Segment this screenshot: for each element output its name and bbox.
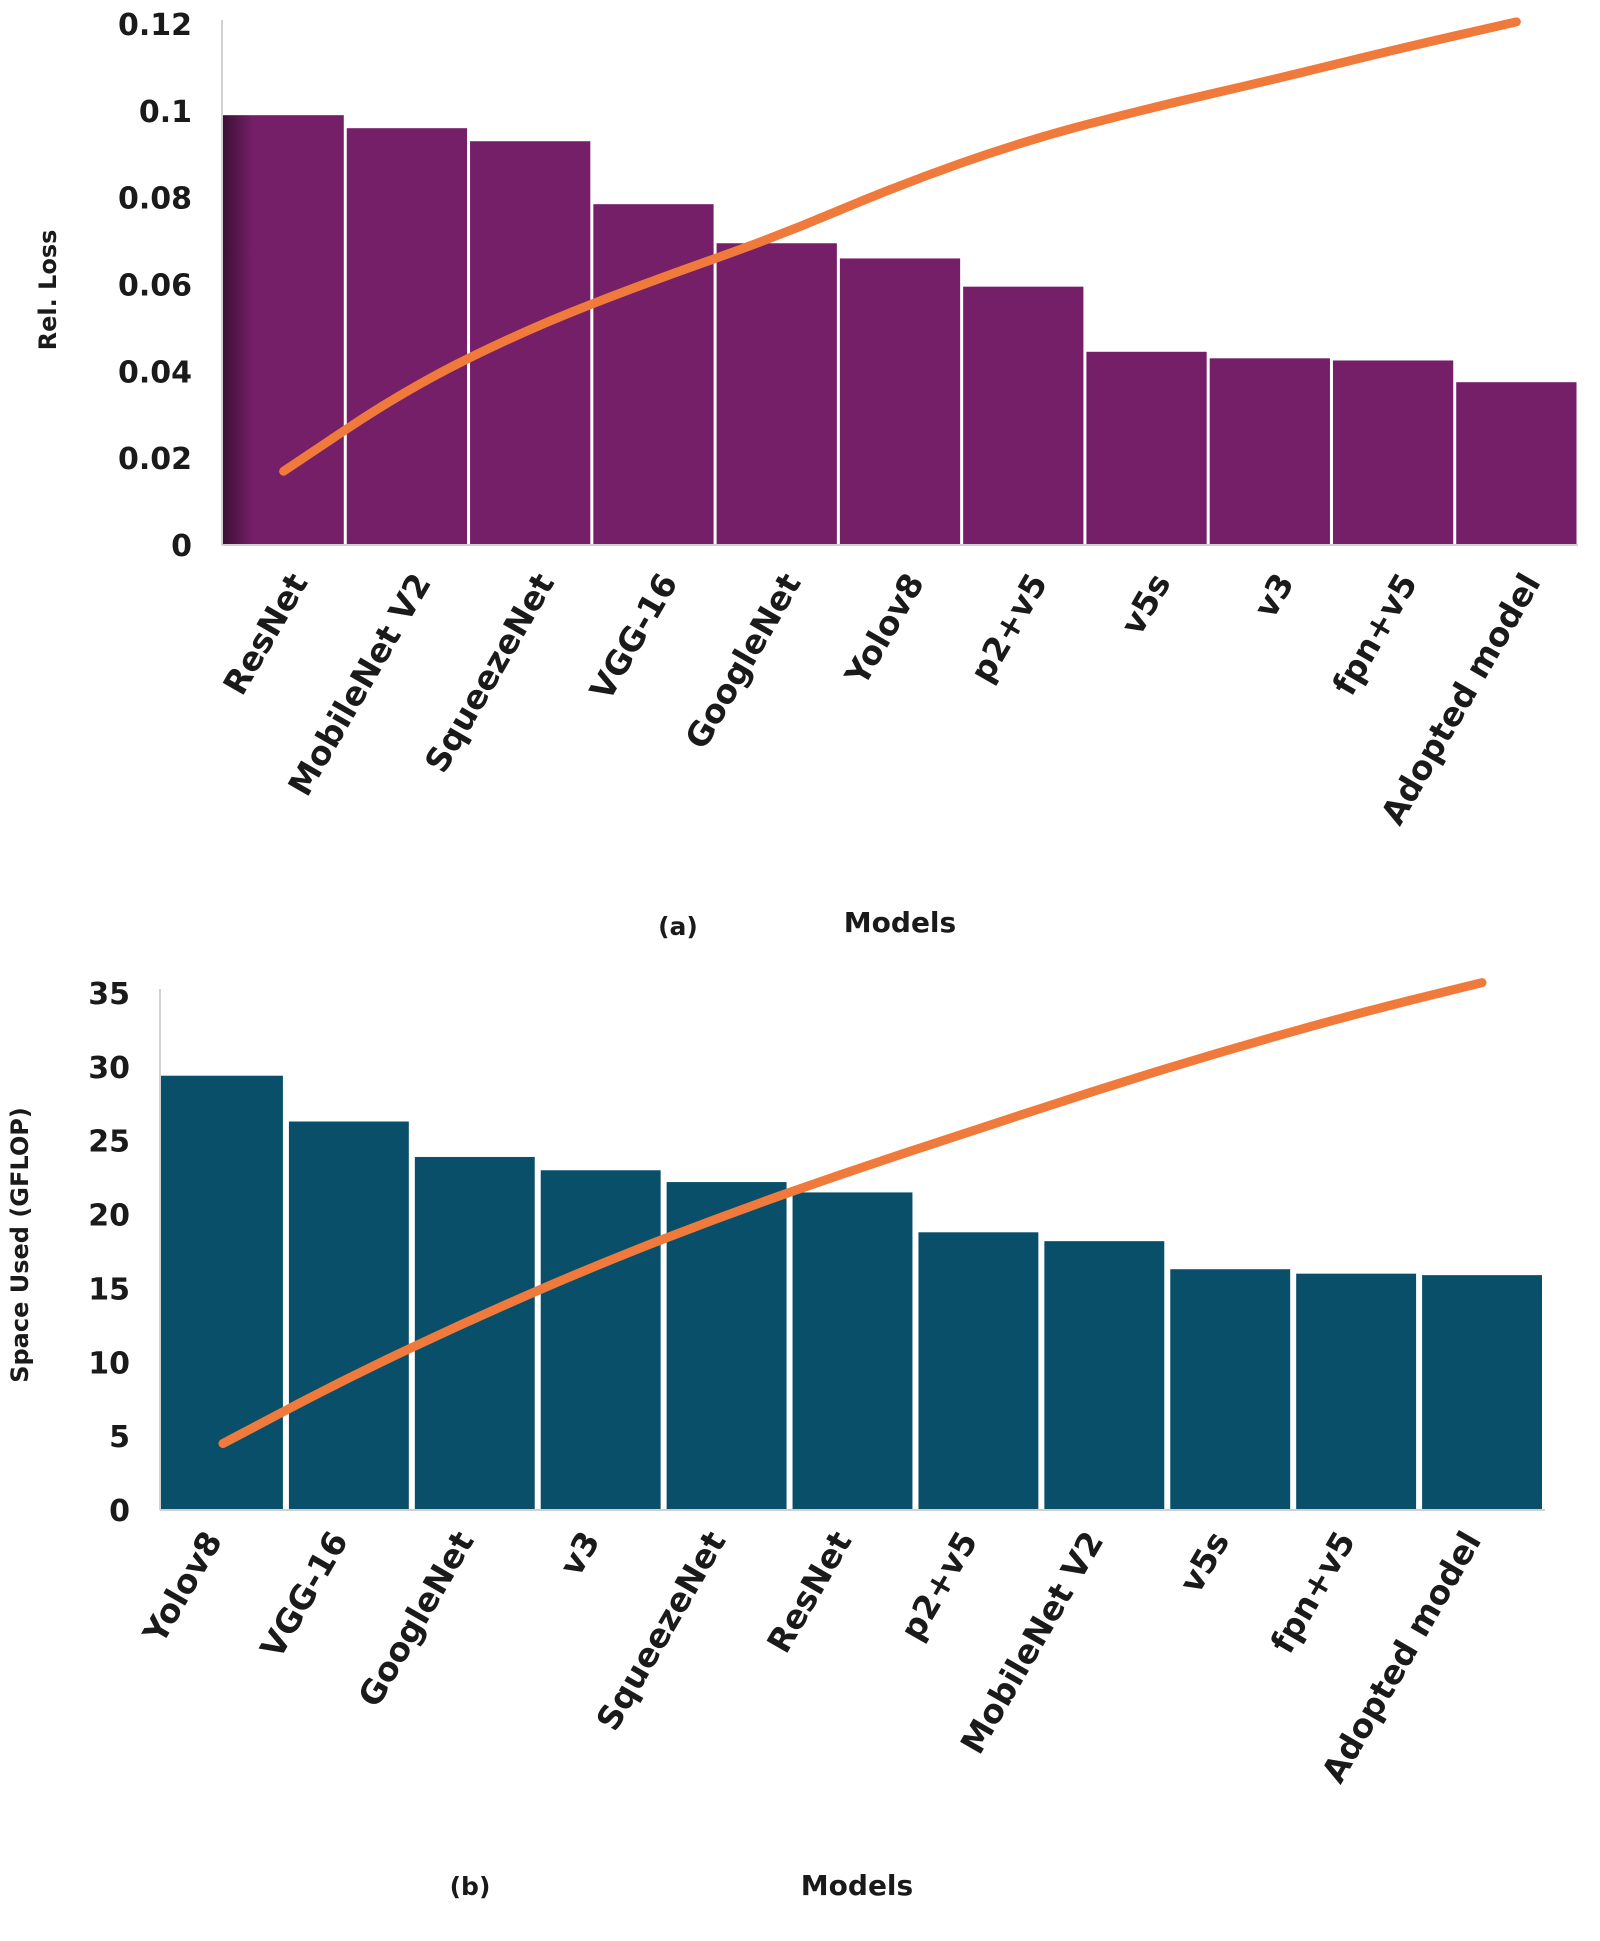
- bar-squeezenet: [470, 141, 591, 545]
- x-category-label: p2+v5: [962, 567, 1055, 689]
- x-category-label: ResNet: [215, 566, 315, 701]
- bar-vgg-16: [288, 1121, 409, 1510]
- bar-fpn-v5: [1296, 1273, 1417, 1510]
- x-category-label: Yolov8: [135, 1525, 230, 1651]
- bar-squeezenet: [666, 1182, 787, 1510]
- x-category-label: MobileNet V2: [953, 1525, 1112, 1761]
- y-tick-label: 0.1: [139, 95, 192, 130]
- x-category-label: GoogleNet: [677, 566, 809, 755]
- x-category-label: fpn+v5: [1324, 567, 1425, 702]
- panel-label: (b): [450, 1872, 491, 1901]
- y-tick-label: 25: [88, 1125, 130, 1160]
- bar-googlenet: [716, 243, 837, 546]
- trend-line: [279, 17, 1521, 476]
- y-tick-label: 10: [88, 1346, 130, 1381]
- y-tick-label: 5: [109, 1420, 130, 1455]
- bar-mobilenet-v2: [1044, 1241, 1165, 1510]
- bar-v3: [540, 1170, 661, 1510]
- x-category-label: SqueezeNet: [588, 1524, 733, 1737]
- x-category-label: VGG-16: [252, 1525, 355, 1665]
- x-axis-title: Models: [801, 1869, 913, 1902]
- panel-label: (a): [658, 912, 698, 941]
- bar-vgg-16: [593, 204, 714, 545]
- y-tick-label: 35: [88, 977, 130, 1012]
- y-tick-label: 0.12: [118, 8, 192, 43]
- bar-p2-v5: [918, 1232, 1039, 1510]
- x-axis-title: Models: [844, 906, 956, 939]
- bar-v5s: [1170, 1269, 1291, 1510]
- x-category-label: VGG-16: [582, 567, 685, 707]
- x-category-label: v5s: [1113, 567, 1179, 642]
- bar-resnet: [222, 115, 344, 546]
- y-tick-label: 30: [88, 1051, 130, 1086]
- trend-line: [218, 978, 1487, 1449]
- x-category-label: p2+v5: [892, 1525, 985, 1647]
- x-category-label: fpn+v5: [1262, 1525, 1363, 1660]
- y-tick-label: 0.04: [118, 355, 192, 390]
- loss-chart: 00.020.040.060.080.10.12ResNetMobileNet …: [34, 8, 1578, 941]
- x-category-label: SqueezeNet: [417, 566, 562, 779]
- x-category-label: ResNet: [759, 1524, 859, 1659]
- y-tick-label: 15: [88, 1272, 130, 1307]
- x-category-label: v5s: [1171, 1525, 1237, 1600]
- bar-adopted-model: [1456, 382, 1577, 545]
- y-tick-label: 0.02: [118, 442, 192, 477]
- y-tick-label: 0.08: [118, 182, 192, 217]
- bar-p2-v5: [963, 286, 1084, 545]
- bar-fpn-v5: [1332, 360, 1454, 545]
- y-axis-title: Rel. Loss: [34, 230, 62, 351]
- x-category-label: v3: [552, 1525, 608, 1583]
- bar-v3: [1209, 358, 1330, 545]
- bar-v5s: [1086, 351, 1207, 545]
- bar-adopted-model: [1422, 1275, 1542, 1510]
- bar-mobilenet-v2: [346, 128, 468, 545]
- y-tick-label: 20: [88, 1199, 130, 1234]
- y-tick-label: 0.06: [118, 269, 192, 304]
- bar-yolov8: [839, 258, 961, 545]
- bar-yolov8: [160, 1075, 283, 1510]
- y-axis-title: Space Used (GFLOP): [6, 1107, 34, 1383]
- x-category-label: v3: [1246, 567, 1302, 625]
- y-tick-label: 0: [171, 529, 192, 564]
- x-category-label: Yolov8: [837, 567, 932, 693]
- x-category-label: GoogleNet: [350, 1524, 482, 1713]
- y-tick-label: 0: [109, 1494, 130, 1529]
- bar-resnet: [792, 1192, 913, 1510]
